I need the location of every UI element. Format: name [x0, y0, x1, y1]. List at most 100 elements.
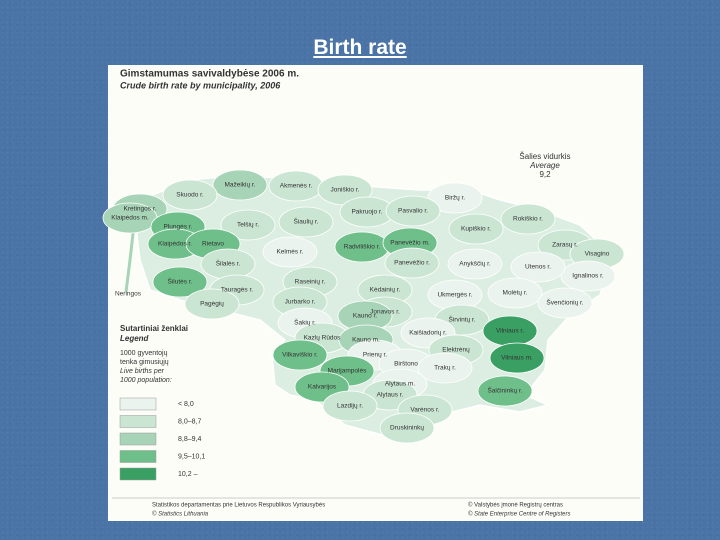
municipality-label: Kaišiadorių r. [409, 330, 447, 337]
municipality-label: Skuodo r. [176, 192, 204, 199]
municipality-label: Šilutės r. [168, 277, 193, 286]
footer-text: © State Enterprise Centre of Registers [468, 511, 570, 518]
municipality [447, 248, 503, 280]
municipality [220, 209, 276, 241]
municipality-label: Trakų r. [434, 365, 456, 372]
municipality-label: Utenos r. [525, 264, 551, 271]
municipality-label: Rokiškio r. [513, 216, 543, 223]
municipality-label: Neringos [115, 291, 142, 298]
municipality-label: Marijampolės [328, 368, 367, 375]
municipality-label: Alytaus r. [377, 392, 404, 399]
legend-caption: tenka gimusiųjų [120, 359, 169, 366]
municipality [537, 287, 593, 319]
slide-title: Birth rate [313, 36, 407, 59]
municipality-label: Rietavo [202, 241, 224, 248]
average-value: 9,2 [539, 170, 551, 179]
municipality-label: Raseinių r. [295, 279, 326, 286]
municipality-label: Kauno r. [353, 313, 377, 320]
municipality-label: Šiaulių r. [294, 217, 319, 226]
municipality [385, 195, 441, 227]
municipality-label: Molėtų r. [503, 290, 528, 297]
municipality [417, 352, 473, 384]
municipality-label: Širvintų r. [448, 315, 475, 324]
municipality [379, 412, 435, 444]
legend-swatch [119, 432, 157, 446]
municipality-label: Birštono [394, 361, 418, 368]
municipality [184, 288, 240, 320]
municipality-label: Švenčionių r. [546, 298, 583, 307]
municipality-label: Panevėžio r. [394, 260, 430, 267]
municipality-label: Klaipėdos m. [111, 215, 149, 222]
municipality-label: Kalvarijos [308, 384, 337, 391]
municipality-label: Vilniaus m. [501, 355, 533, 362]
legend-caption: 1000 population: [120, 377, 172, 384]
municipality-label: Akmenės r. [280, 183, 313, 190]
municipality [448, 213, 504, 245]
legend-caption: Live births per [120, 368, 165, 375]
municipality [427, 182, 483, 214]
municipality-label: Pakruojo r. [351, 209, 382, 216]
municipality [487, 277, 543, 309]
municipality-label: Panevėžio m. [390, 240, 430, 247]
legend-label: 8,0–8,7 [178, 418, 201, 425]
municipality-label: Biržų r. [445, 195, 465, 202]
municipality [500, 203, 556, 235]
legend-swatch [119, 415, 157, 428]
municipality-label: Ukmergės r. [437, 292, 472, 299]
municipality [162, 179, 218, 211]
legend-swatch [119, 397, 157, 411]
average-label: Šalies vidurkis [519, 152, 570, 161]
municipality-label: Vilniaus r. [496, 328, 524, 335]
legend-label: 8,8–9,4 [178, 436, 201, 443]
municipality-label: Prienų r. [363, 352, 387, 359]
municipality-label: Jonavos r. [370, 309, 400, 316]
municipality-label: Telšių r. [237, 222, 259, 229]
map-subtitle: Crude birth rate by municipality, 2006 [120, 80, 281, 90]
legend-title-en: Legend [120, 334, 150, 343]
municipality [560, 260, 616, 292]
municipality-label: Kupiškio r. [461, 226, 491, 233]
municipality-label: Radviliškio r. [344, 244, 381, 251]
municipality-label: Kėdainių r. [370, 287, 401, 294]
municipality-label: Šilalės r. [216, 259, 241, 268]
municipality-label: Anykščių r. [459, 261, 491, 268]
municipality-label: Lazdijų r. [337, 403, 363, 410]
municipality-label: Alytaus m. [385, 381, 416, 388]
municipality-label: Ignalinos r. [572, 273, 604, 280]
spit [124, 224, 136, 293]
municipality [272, 339, 328, 371]
municipality-label: Kauno m. [352, 337, 380, 344]
municipality-label: Mažeikių r. [224, 182, 255, 189]
legend-caption: 1000 gyventojų [120, 350, 168, 357]
municipality [510, 251, 566, 283]
municipality [489, 342, 545, 374]
municipality-label: Kretingos r. [124, 206, 157, 213]
municipality-label: Druskininkų [390, 425, 424, 432]
municipality-label: Pagėgių [200, 301, 224, 308]
legend-label: 10,2 – [178, 471, 198, 478]
footer-text: © Valstybės įmonė Registrų centras [468, 502, 563, 509]
municipality [152, 266, 208, 298]
municipality-label: Joniškio r. [331, 187, 360, 194]
municipality-label: Pasvalio r. [398, 208, 428, 215]
legend-label: 9,5–10,1 [178, 453, 205, 460]
municipality-label: Visagino [585, 251, 610, 258]
footer-text: Statistikos departamentas prie Lietuvos … [152, 503, 325, 509]
municipality-label: Varėnos r. [410, 407, 439, 414]
municipality-label: Jurbarko r. [285, 299, 316, 306]
map-title: Gimstamumas savivaldybėse 2006 m. [120, 69, 299, 80]
municipality-label: Kazlų Rūdos [304, 335, 342, 342]
municipality [477, 375, 533, 407]
municipality [384, 247, 440, 279]
municipality-label: Zarasų r. [552, 242, 578, 249]
municipality-label: Vilkaviškio r. [282, 352, 318, 359]
municipality-label: Kelmės r. [276, 249, 303, 256]
municipality [212, 169, 268, 201]
legend-title: Sutartiniai ženklai [120, 324, 188, 333]
legend-label: < 8,0 [178, 401, 194, 408]
footer-text: © Statistics Lithuania [152, 511, 209, 518]
legend-swatch [119, 450, 157, 463]
municipality-label: Klaipėdos r. [158, 241, 192, 248]
